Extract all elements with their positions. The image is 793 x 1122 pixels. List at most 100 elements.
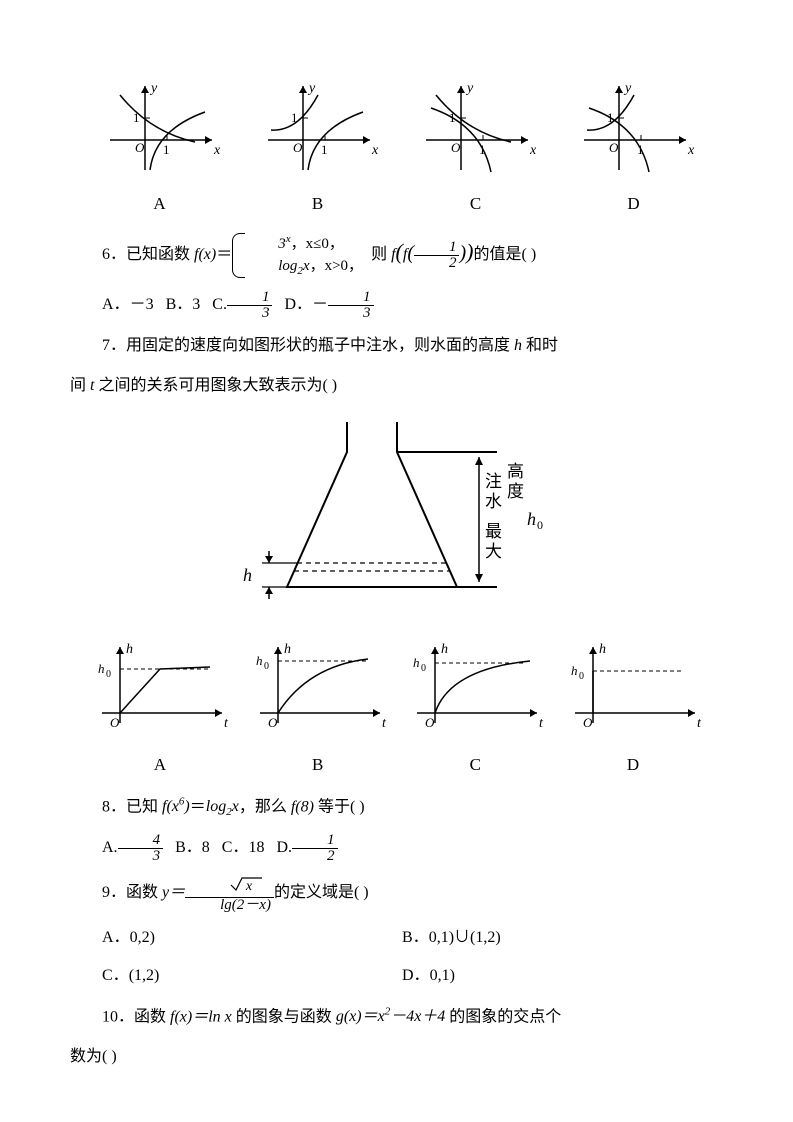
q7-stem-line2: 间 t 之间的关系可用图象大致表示为( ) (70, 371, 723, 401)
q8-mid: ，那么 (239, 798, 287, 815)
q8-opt-a: A.43 (102, 839, 163, 856)
q5-label-d: D (574, 188, 694, 220)
q7-h-var: h (514, 337, 522, 354)
q6-d-label: D． (284, 296, 312, 313)
q10-gxa: g(x)＝x (336, 1008, 385, 1025)
q8-a-label: A. (102, 839, 118, 856)
q8-d-d: 2 (292, 849, 338, 864)
q7-label-d: D (563, 749, 703, 781)
q8-opt-c: C．18 (222, 839, 265, 856)
svg-text:0: 0 (579, 671, 584, 682)
q7-option-a: htOh0 A (90, 641, 230, 782)
q5-option-a: Oxy11 A (100, 80, 220, 221)
svg-text:0: 0 (264, 661, 269, 672)
q10-l2: 数为( ) (70, 1048, 117, 1065)
q9-opt-b: B．0,1)∪(1,2) (402, 929, 501, 946)
svg-text:h: h (413, 655, 420, 670)
q10-gxb: －4x＋4 (390, 1008, 445, 1025)
svg-text:0: 0 (537, 518, 543, 532)
q7-l2b: 之间的关系可用图象大致表示为( ) (98, 377, 337, 394)
q5-graph-row: Oxy11 A Oxy11 B Oxy11 C Oxy11 D (70, 80, 723, 221)
q7-label-b: B (248, 749, 388, 781)
q9-sqrt-inner: x (244, 879, 252, 892)
q6-fx: f(x) (194, 246, 216, 263)
svg-text:h: h (284, 642, 291, 657)
q7-label-a: A (90, 749, 230, 781)
q6-opt-a: A．－3 (102, 296, 154, 313)
svg-text:t: t (539, 716, 544, 731)
q8-a-d: 3 (118, 849, 164, 864)
svg-text:水: 水 (485, 492, 502, 511)
q7-stem-line1: 7．用固定的速度向如图形状的瓶子中注水，则水面的高度 h 和时 (70, 331, 723, 361)
q6-a-label: A． (102, 296, 130, 313)
svg-text:h: h (527, 509, 536, 529)
svg-text:大: 大 (485, 542, 502, 561)
q7-graph-b: htOh0 (248, 641, 388, 736)
svg-text:y: y (623, 81, 632, 96)
q10-number: 10． (102, 1008, 134, 1025)
q9-number: 9． (102, 884, 126, 901)
q8-suffix: 等于( ) (318, 798, 365, 815)
svg-text:h: h (126, 642, 133, 657)
svg-text:1: 1 (321, 142, 328, 157)
svg-text:度: 度 (507, 482, 524, 501)
q6-prefix: 已知函数 (126, 246, 190, 263)
svg-text:O: O (110, 715, 120, 730)
q6-opt-d: D．－13 (284, 296, 373, 313)
svg-text:O: O (425, 715, 435, 730)
q6-eq: ＝ (216, 246, 232, 263)
svg-text:x: x (529, 143, 536, 158)
q7-graph-c: htOh0 (405, 641, 545, 736)
svg-text:O: O (451, 140, 461, 155)
q7-l1b: 和时 (526, 337, 558, 354)
q9-options-row2: C．(1,2) D．0,1) (70, 961, 723, 991)
q7-t-var: t (90, 377, 94, 394)
q9-prefix: 函数 (126, 884, 158, 901)
q8-a-n: 4 (118, 833, 164, 849)
q8-prefix: 已知 (126, 798, 158, 815)
q9-b-val: 0,1)∪(1,2) (429, 929, 501, 946)
q9-stem: 9．函数 y＝ x lg(2－x) 的定义域是( ) (70, 874, 723, 913)
flask-diagram: 注水最大高度h0h (227, 407, 567, 617)
q9-opt-c: C．(1,2) (102, 967, 159, 984)
q6-d-d: 3 (328, 306, 374, 321)
q6-c-label: C. (212, 296, 227, 313)
svg-text:O: O (583, 715, 593, 730)
q7-option-b: htOh0 B (248, 641, 388, 782)
svg-text:O: O (135, 140, 145, 155)
q6-opt-b: B．3 (166, 296, 201, 313)
q6-frac-n: 1 (414, 240, 460, 256)
q9-suffix: 的定义域是( ) (274, 884, 369, 901)
q10-stem-line2: 数为( ) (70, 1042, 723, 1072)
q9-a-val: 0,2) (130, 929, 155, 946)
svg-text:0: 0 (421, 663, 426, 674)
q10-stem-line1: 10．函数 f(x)＝ln x 的图象与函数 g(x)＝x2－4x＋4 的图象的… (70, 1002, 723, 1033)
svg-text:O: O (609, 140, 619, 155)
q6-mid: 则 (371, 246, 387, 263)
q6-p2-var: x (303, 258, 310, 274)
sqrt-icon: x (229, 876, 263, 892)
q8-d-n: 1 (292, 833, 338, 849)
svg-text:1: 1 (163, 142, 170, 157)
svg-text:y: y (149, 81, 158, 96)
q9-d-label: D． (402, 967, 430, 984)
q9-c-val: (1,2) (129, 967, 160, 984)
svg-text:h: h (256, 653, 263, 668)
q6-p1-cond: ，x≤0， (291, 236, 344, 252)
q7-option-d: htOh0 D (563, 641, 703, 782)
svg-text:注: 注 (485, 472, 502, 491)
q7-graph-a: htOh0 (90, 641, 230, 736)
svg-text:x: x (687, 143, 694, 158)
q8-options: A.43 B．8 C．18 D.12 (70, 833, 723, 864)
svg-text:h: h (441, 642, 448, 657)
q6-a-val: －3 (130, 296, 154, 313)
q8-fx: f(x (162, 798, 179, 815)
svg-text:O: O (293, 140, 303, 155)
svg-text:h: h (98, 661, 105, 676)
svg-text:t: t (224, 716, 229, 731)
q9-b-label: B． (402, 929, 429, 946)
q8-f8: f(8) (291, 798, 314, 815)
q6-piecewise: 3x，x≤0， log2x，x>0， (232, 231, 363, 280)
q5-label-c: C (416, 188, 536, 220)
q5-graph-a: Oxy11 (100, 80, 220, 175)
